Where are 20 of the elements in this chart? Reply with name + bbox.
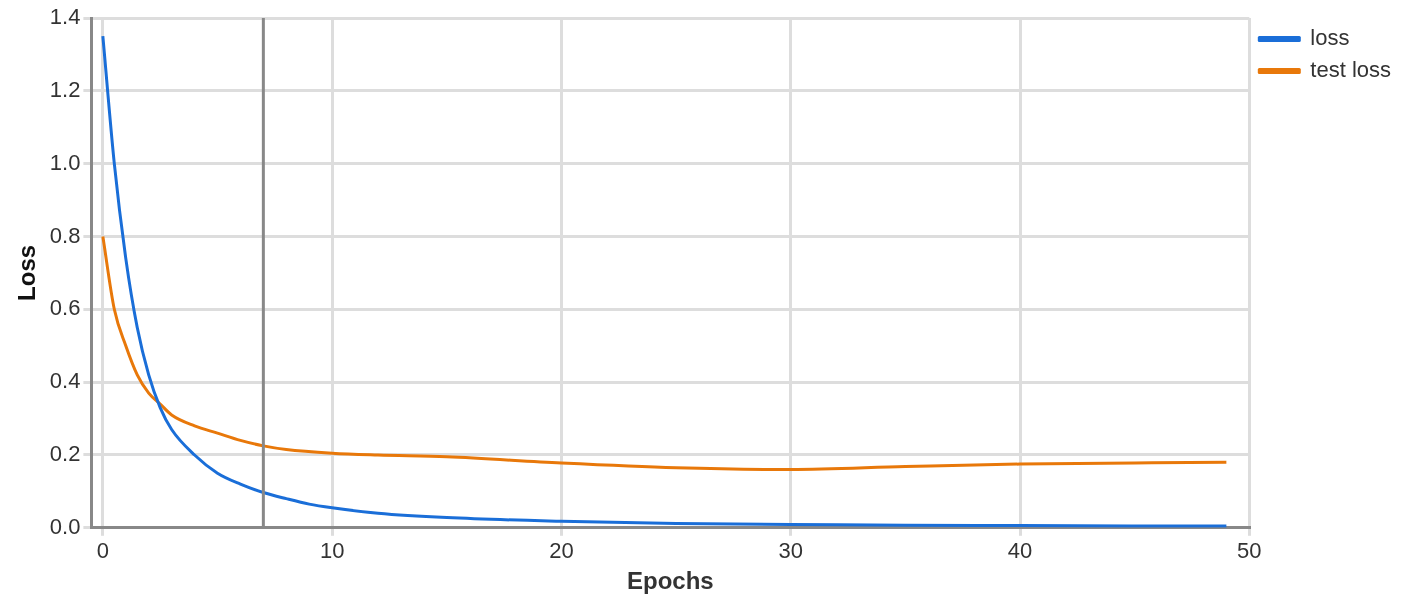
y-tick-label: 1.0 (49, 149, 81, 175)
y-tick-label: 0.2 (49, 441, 81, 467)
y-tick-label: 0.8 (49, 222, 81, 248)
y-tick-label: 1.4 (49, 4, 81, 30)
x-tick-label: 50 (1237, 538, 1262, 564)
line-series (101, 234, 1228, 472)
line-series (101, 34, 1228, 528)
x-tick-label: 0 (96, 538, 109, 564)
x-tick-label: 30 (778, 538, 803, 564)
x-tick-label: 10 (319, 538, 345, 564)
y-axis-title: Loss (13, 244, 41, 301)
x-tick-label: 20 (549, 538, 574, 564)
y-tick-label: 0.0 (49, 513, 81, 539)
y-tick-label: 1.2 (49, 76, 81, 102)
y-tick-label: 0.4 (49, 368, 81, 394)
x-axis-title: Epochs (627, 567, 714, 595)
y-tick-label: 0.6 (49, 295, 81, 321)
x-tick-label: 40 (1007, 538, 1033, 564)
legend-label: loss (1310, 25, 1350, 51)
legend-label: test loss (1310, 57, 1392, 83)
